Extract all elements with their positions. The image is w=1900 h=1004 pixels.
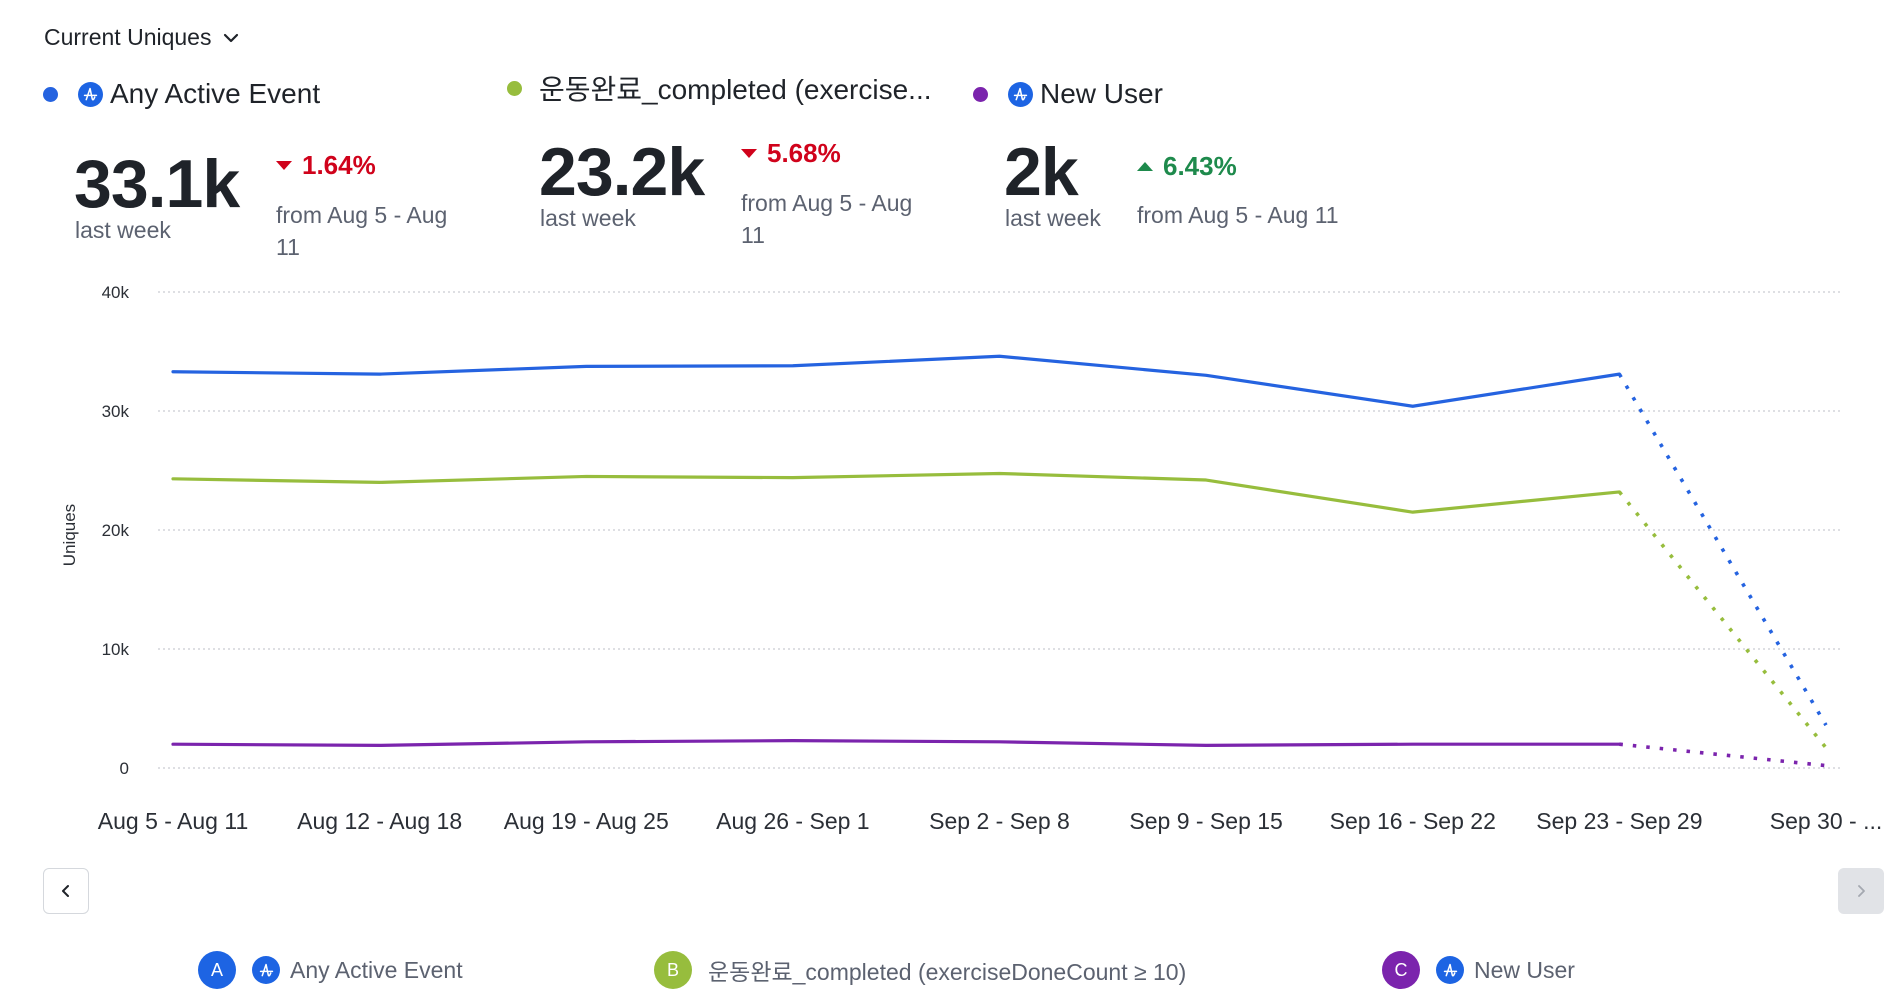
series-letter-badge: B	[654, 951, 692, 989]
up-arrow-icon	[1137, 162, 1153, 171]
stat-comparison-period: from Aug 5 - Aug 11	[741, 187, 912, 251]
series-1	[171, 471, 1828, 749]
stat-change-value: 5.68%	[767, 138, 841, 168]
series-line	[171, 471, 1621, 514]
comparison-line-1: from Aug 5 - Aug	[741, 190, 913, 216]
amplitude-logo-icon	[1436, 956, 1464, 984]
x-tick-label: Aug 5 - Aug 11	[98, 808, 248, 834]
stat-change: 1.64%	[276, 150, 376, 181]
x-tick-label: Sep 9 - Sep 15	[1129, 808, 1282, 834]
legend-item-exercise-completed[interactable]: 운동완료_completed (exercise...	[507, 70, 932, 106]
series-letter-badge: C	[1382, 951, 1420, 989]
chevron-right-icon	[1858, 885, 1865, 897]
y-tick-label: 30k	[102, 402, 130, 421]
down-arrow-icon	[741, 149, 757, 158]
comparison-line-2: 11	[276, 234, 300, 260]
stat-comparison-period: from Aug 5 - Aug 11	[276, 199, 447, 263]
amplitude-logo-icon	[78, 81, 103, 107]
previous-page-button[interactable]	[43, 868, 89, 914]
stat-change-value: 6.43%	[1163, 151, 1237, 181]
metric-dropdown-label: Current Uniques	[44, 24, 212, 50]
stat-period: last week	[75, 217, 171, 243]
comparison-line-2: 11	[741, 222, 765, 248]
series-lines	[171, 354, 1828, 768]
y-tick-label: 40k	[102, 283, 130, 302]
series-color-dot	[973, 86, 988, 102]
stat-change-value: 1.64%	[302, 150, 376, 180]
legend-item-any-active-event[interactable]: Any Active Event	[43, 76, 320, 112]
y-axis-ticks: 0 10k 20k 30k 40k	[102, 283, 130, 778]
grid-lines	[158, 291, 1843, 769]
x-axis-ticks: Aug 5 - Aug 11 Aug 12 - Aug 18 Aug 19 - Au…	[98, 808, 1882, 834]
x-tick-label: Sep 2 - Sep 8	[929, 808, 1070, 834]
legend-item-new-user[interactable]: New User	[973, 76, 1163, 112]
chevron-left-icon	[62, 885, 69, 897]
legend-label: New User	[1474, 956, 1575, 983]
next-page-button[interactable]	[1838, 868, 1884, 914]
legend-label: 운동완료_completed (exerciseDoneCount ≥ 10)	[708, 959, 1187, 985]
x-tick-label: Aug 19 - Aug 25	[504, 808, 669, 834]
y-axis-label: Uniques	[60, 504, 79, 566]
stat-value-any-active-event: 33.1k	[74, 146, 240, 222]
stat-value-new-user: 2k	[1004, 134, 1079, 210]
x-tick-label: Sep 30 - ...	[1770, 808, 1883, 834]
series-color-dot	[43, 86, 58, 102]
amplitude-logo-icon	[1008, 81, 1033, 107]
series-incomplete-line	[1619, 742, 1827, 768]
series-incomplete-line	[1617, 490, 1828, 749]
x-tick-label: Sep 16 - Sep 22	[1330, 808, 1496, 834]
legend-label: New User	[1040, 78, 1163, 109]
stat-period: last week	[1005, 205, 1101, 231]
series-incomplete-line	[1617, 373, 1828, 727]
comparison-line-1: from Aug 5 - Aug 11	[1137, 202, 1339, 228]
legend-label: 운동완료_completed (exercise...	[539, 74, 932, 105]
y-tick-label: 0	[120, 759, 129, 778]
legend-label: Any Active Event	[110, 78, 321, 109]
metric-dropdown[interactable]: Current Uniques	[44, 24, 241, 51]
x-tick-label: Aug 26 - Sep 1	[716, 808, 869, 834]
series-letter-badge: A	[198, 951, 236, 989]
legend-label: Any Active Event	[290, 956, 463, 983]
x-tick-label: Aug 12 - Aug 18	[297, 808, 462, 834]
bottom-legend-item-new-user[interactable]: C New User	[1382, 951, 1575, 989]
stat-change: 5.68%	[741, 138, 841, 169]
chevron-down-icon	[224, 33, 239, 42]
amplitude-logo-icon	[252, 956, 280, 984]
y-tick-label: 10k	[102, 640, 130, 659]
comparison-line-1: from Aug 5 - Aug	[276, 202, 448, 228]
stat-period: last week	[540, 205, 636, 231]
bottom-legend-item-exercise-completed[interactable]: B 운동완료_completed (exerciseDoneCount ≥ 10…	[654, 951, 1186, 989]
y-tick-label: 20k	[102, 521, 130, 540]
stat-value-exercise-completed: 23.2k	[539, 134, 705, 210]
series-line	[171, 354, 1621, 408]
down-arrow-icon	[276, 161, 292, 170]
stat-comparison-period: from Aug 5 - Aug 11	[1137, 199, 1339, 231]
stat-change: 6.43%	[1137, 151, 1237, 182]
series-color-dot	[507, 80, 522, 96]
series-0	[171, 354, 1828, 727]
bottom-legend-item-any-active-event[interactable]: A Any Active Event	[198, 951, 463, 989]
x-tick-label: Sep 23 - Sep 29	[1536, 808, 1702, 834]
series-line	[171, 739, 1621, 747]
series-2	[171, 739, 1827, 768]
